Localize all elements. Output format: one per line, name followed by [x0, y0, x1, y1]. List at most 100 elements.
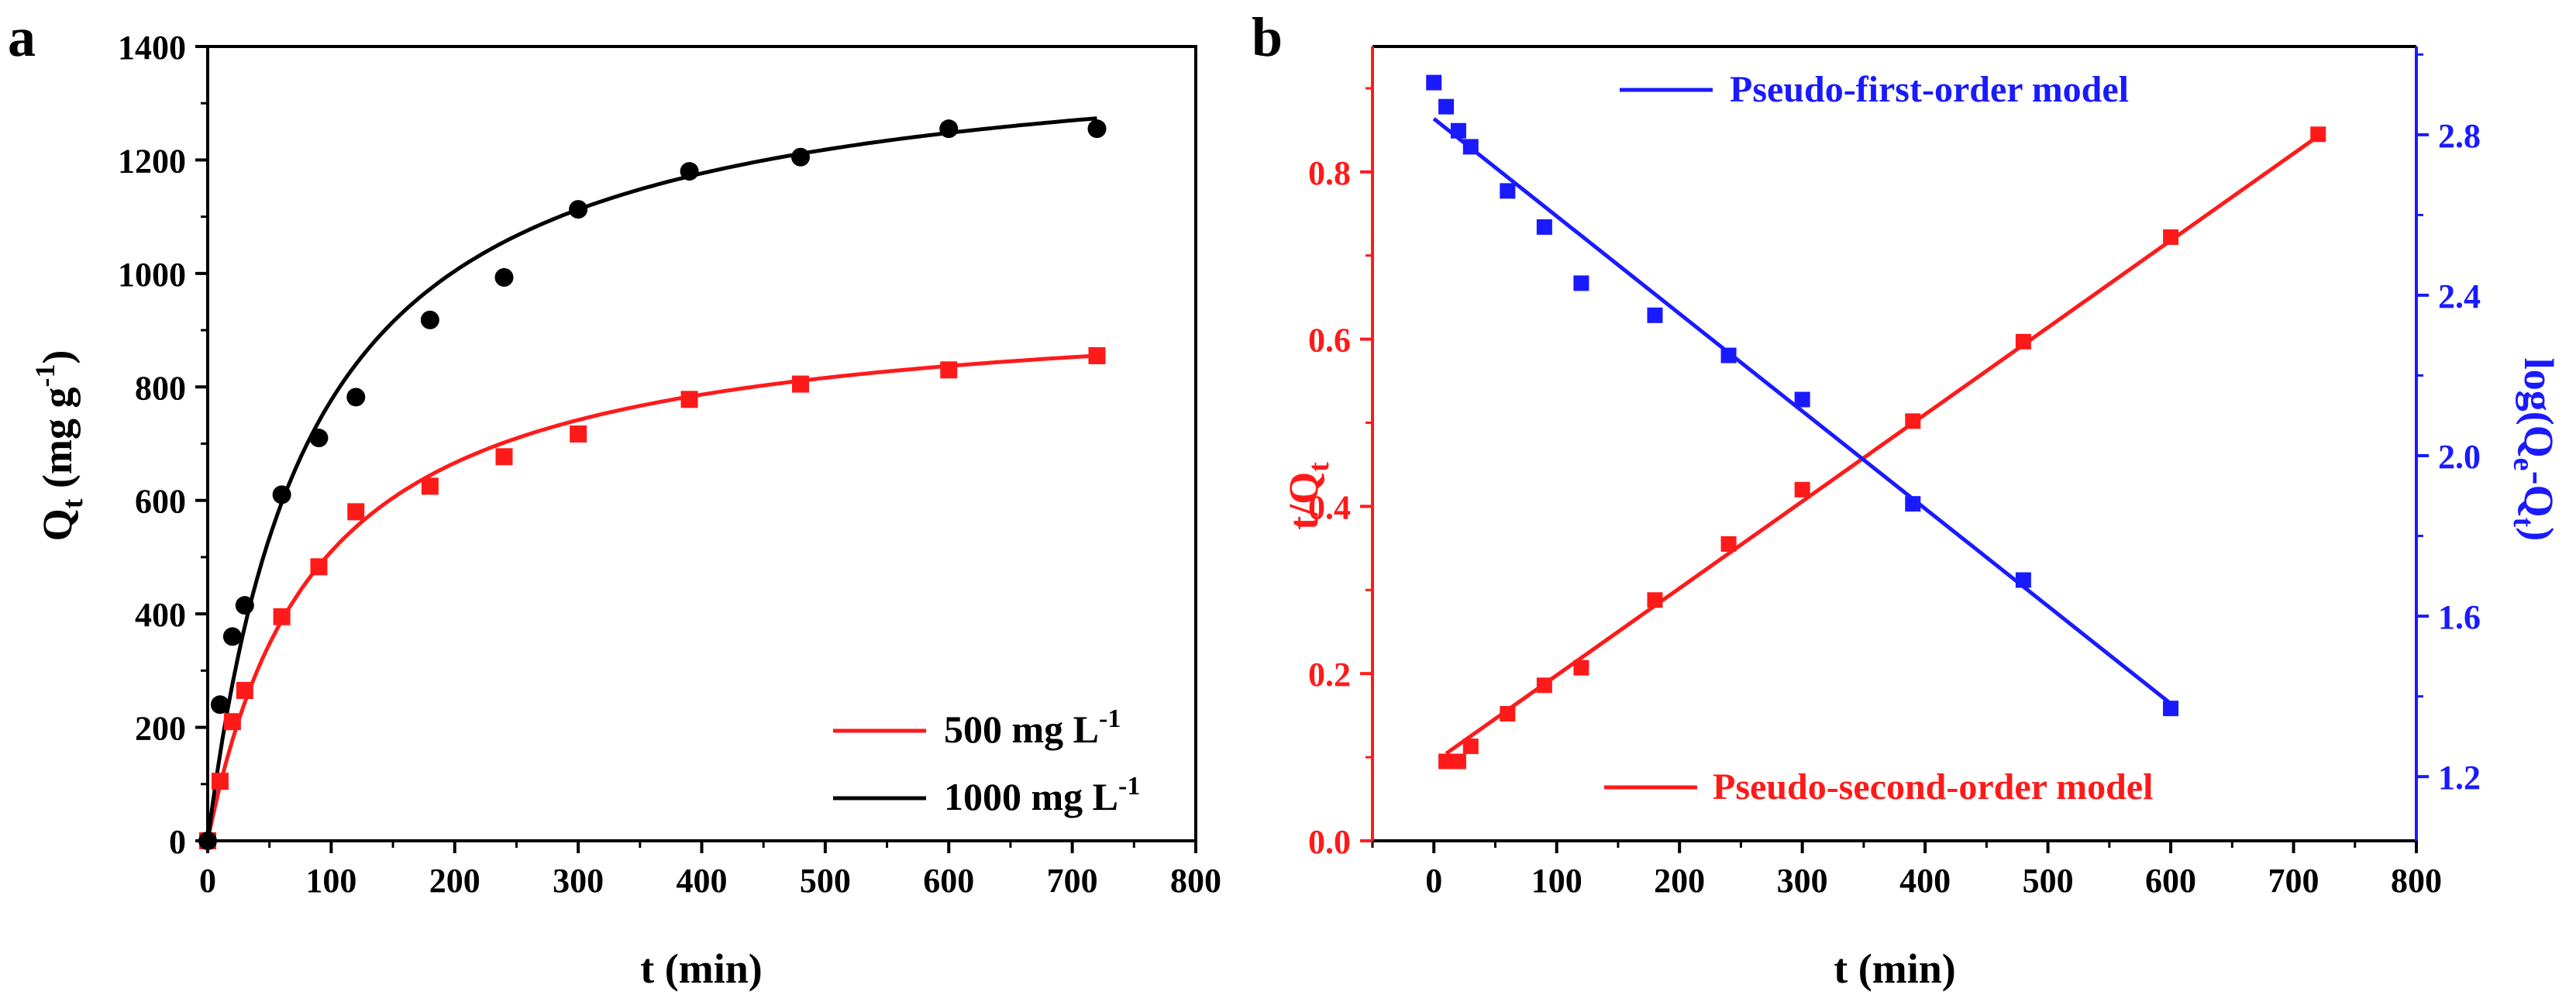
x-tick-label: 700: [1047, 862, 1098, 900]
y-tick-label: 800: [135, 369, 186, 407]
data-point-1000: [420, 310, 439, 329]
panel-b-data-points: [1426, 74, 2326, 770]
legend-second-order-label: Pseudo-second-order model: [1713, 766, 2153, 807]
x-tick-label: 100: [305, 862, 356, 900]
data-point-1000: [494, 267, 514, 287]
y-label-unit: (mg g: [34, 387, 81, 499]
data-point-1000: [222, 627, 242, 646]
right-y-tick-label: 1.6: [2438, 598, 2481, 636]
panel-a-data-points: [198, 119, 1107, 850]
data-point-first-order: [1536, 219, 1552, 235]
data-point-1000: [569, 200, 588, 219]
left-y-tick-label: 0.8: [1308, 154, 1351, 192]
data-point-first-order: [2015, 572, 2031, 588]
data-point-second-order: [1438, 753, 1455, 770]
x-tick-label: 400: [1899, 862, 1951, 900]
data-point-1000: [235, 596, 254, 615]
left-y-tick-label: 0.0: [1308, 823, 1351, 861]
panel-a-x-axis-label: t (min): [640, 945, 762, 992]
y-tick-label: 1000: [118, 256, 186, 294]
data-point-500: [680, 391, 698, 408]
y-tick-label: 600: [135, 483, 186, 521]
x-tick-label: 500: [800, 862, 851, 900]
x-tick-label: 300: [1777, 862, 1828, 900]
x-tick-label: 700: [2268, 862, 2319, 900]
data-point-first-order: [1720, 347, 1737, 363]
data-point-first-order: [1905, 496, 1921, 512]
y-label-q: Q: [34, 508, 81, 541]
data-point-500: [273, 608, 291, 625]
x-tick-label: 200: [1654, 862, 1705, 900]
data-point-500: [211, 773, 229, 790]
data-point-500: [223, 713, 241, 731]
panel-a-plot-frame: [206, 45, 1197, 842]
x-tick-label: 400: [677, 862, 728, 900]
data-point-1000: [309, 429, 329, 448]
x-tick-label: 100: [1531, 862, 1582, 900]
panel-a: a 0 100 200 300 400 500 600 700 800 0 200 400 600 800…: [8, 6, 1221, 992]
left-y-tick-label: 0.6: [1308, 322, 1351, 360]
panel-b-x-axis-label: t (min): [1834, 945, 1955, 992]
right-y-tick-label: 2.0: [2438, 438, 2481, 476]
data-point-second-order: [1450, 753, 1466, 770]
legend-1000-label: 1000 mg L-1: [944, 772, 1140, 818]
data-point-second-order: [1462, 739, 1479, 755]
panel-b-legend-first-order: Pseudo-first-order model: [1620, 69, 2129, 110]
legend-first-order-label: Pseudo-first-order model: [1730, 69, 2129, 110]
data-point-500: [347, 503, 365, 521]
data-point-second-order: [2015, 333, 2031, 349]
data-point-second-order: [1647, 592, 1663, 608]
data-point-first-order: [1462, 139, 1479, 155]
data-point-second-order: [2163, 229, 2179, 245]
panel-b-fit-lines: [1432, 117, 2319, 756]
y-tick-label: 400: [135, 596, 186, 634]
data-point-first-order: [1573, 275, 1589, 291]
legend-500-label: 500 mg L-1: [944, 704, 1121, 751]
fit-curve-500: [205, 353, 1097, 842]
y-tick-label: 1200: [118, 142, 186, 180]
panel-b-legend-second-order: Pseudo-second-order model: [1604, 766, 2153, 807]
data-point-first-order: [1794, 391, 1810, 408]
data-point-second-order: [1905, 413, 1921, 429]
data-point-first-order: [1647, 307, 1663, 323]
x-tick-label: 0: [1425, 862, 1442, 900]
data-point-500: [940, 361, 958, 379]
data-point-first-order: [1500, 183, 1516, 199]
panel-b-ticks: [1360, 53, 2429, 853]
x-tick-label: 800: [1170, 862, 1221, 900]
left-y-tick-label: 0.2: [1308, 656, 1351, 694]
data-point-500: [236, 681, 253, 699]
data-point-second-order: [1573, 659, 1589, 676]
left-y-tick-label: 0.4: [1308, 488, 1351, 526]
data-point-500: [792, 375, 809, 393]
data-point-second-order: [1794, 481, 1810, 498]
y-tick-label: 0: [169, 823, 186, 861]
data-point-second-order: [2310, 126, 2326, 143]
data-point-1000: [272, 485, 291, 504]
x-tick-label: 600: [923, 862, 974, 900]
panel-b-label: b: [1252, 6, 1283, 68]
x-tick-label: 600: [2145, 862, 2196, 900]
right-y-tick-label: 2.8: [2438, 117, 2481, 155]
data-point-1000: [791, 147, 810, 167]
y-tick-label: 200: [135, 710, 186, 748]
data-point-1000: [939, 119, 959, 139]
data-point-500: [1088, 347, 1106, 365]
y-tick-label: 1400: [118, 29, 186, 67]
right-y-tick-label: 2.4: [2438, 277, 2481, 315]
x-tick-label: 200: [429, 862, 480, 900]
panel-a-tick-labels: 0 100 200 300 400 500 600 700 800 0 200 400 600 800 10…: [118, 29, 1221, 900]
panel-a-label: a: [8, 6, 36, 68]
data-point-second-order: [1536, 677, 1552, 694]
data-point-500: [421, 477, 439, 495]
right-y-tick-label: 1.2: [2438, 759, 2481, 797]
x-tick-label: 800: [2391, 862, 2442, 900]
data-point-1000: [346, 387, 366, 407]
data-point-1000: [1087, 119, 1107, 139]
x-tick-label: 0: [199, 862, 216, 900]
data-point-1000: [680, 162, 699, 181]
data-point-500: [570, 425, 587, 443]
fit-line-first-order: [1432, 117, 2172, 705]
x-tick-label: 500: [2023, 862, 2074, 900]
